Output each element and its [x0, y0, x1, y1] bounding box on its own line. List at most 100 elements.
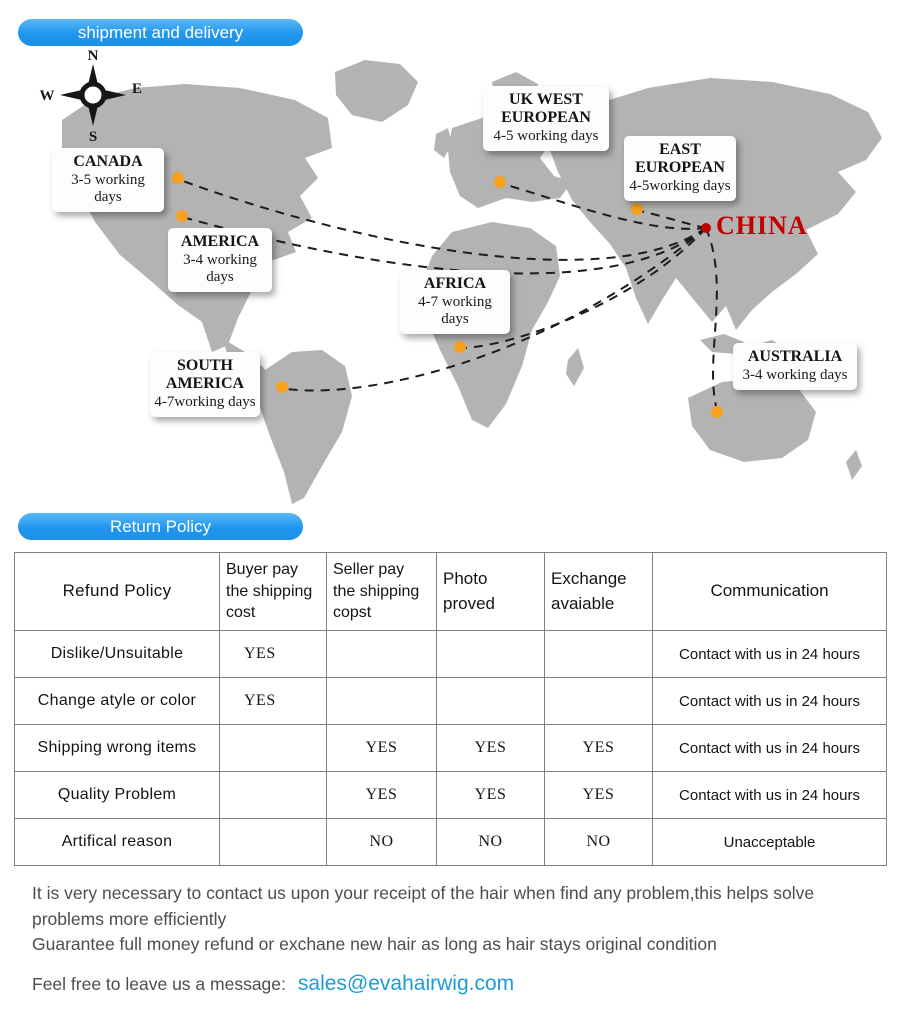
compass-ring [79, 81, 107, 109]
table-cell: Dislike/Unsuitable [14, 630, 220, 678]
footer-note-contact: It is very necessary to contact us upon … [32, 883, 815, 930]
table-row: Dislike/Unsuitable YES Contact with us i… [14, 630, 887, 678]
dot-china [701, 223, 711, 233]
table-cell [436, 677, 545, 725]
location-name: CANADA [73, 153, 143, 170]
compass-letter-n: N [88, 48, 99, 64]
route-china-africa [462, 227, 707, 349]
table-row: Artifical reason NO NO NO Unacceptable [14, 818, 887, 866]
continent-uk-island [434, 128, 452, 158]
route-china-canada [182, 180, 707, 261]
table-cell: YES [436, 724, 545, 772]
location-name: SOUTH AMERICA [165, 357, 245, 392]
dot-uk-west-european [494, 176, 506, 188]
return-policy-banner: Return Policy [18, 513, 303, 540]
footer-note-guarantee: Guarantee full money refund or exchane n… [32, 934, 717, 954]
island-madagascar [566, 348, 584, 386]
island-japan [800, 172, 820, 204]
compass-letter-s: S [89, 129, 97, 145]
china-label: CHINA [716, 211, 808, 240]
table-cell: YES [544, 771, 653, 819]
return-policy-table: Refund Policy Buyer pay the shipping cos… [14, 552, 887, 866]
message-label: Feel free to leave us a message: [32, 974, 286, 994]
header-exchange-available: Exchange avaiable [544, 552, 653, 631]
header-refund-policy: Refund Policy [14, 552, 220, 631]
header-buyer-pay: Buyer pay the shipping cost [219, 552, 327, 631]
table-row: Quality Problem YES YES YES Contact with… [14, 771, 887, 819]
shipping-routes [182, 180, 718, 407]
shipment-delivery-banner: shipment and delivery [18, 19, 303, 46]
location-days: 4-5working days [629, 177, 731, 194]
table-header-row: Refund Policy Buyer pay the shipping cos… [14, 552, 887, 631]
map-label-east-european: EAST EUROPEAN 4-5working days [624, 136, 736, 202]
dot-south-america [276, 381, 288, 393]
location-days: 4-5 working days [493, 127, 599, 144]
location-days: 3-4 working days [183, 251, 257, 286]
table-cell: YES [544, 724, 653, 772]
dot-australia [711, 406, 723, 418]
table-cell: Contact with us in 24 hours [652, 724, 887, 772]
header-communication: Communication [652, 552, 887, 631]
table-cell: Artifical reason [14, 818, 220, 866]
location-name: AMERICA [180, 233, 260, 250]
world-map: N S W E [40, 48, 882, 504]
map-label-africa: AFRICA 4-7 working days [400, 270, 510, 335]
table-cell [544, 677, 653, 725]
route-china-south-america [285, 227, 707, 392]
dot-east-european [631, 203, 643, 215]
island-new-zealand [846, 450, 862, 480]
route-china-australia [705, 227, 718, 407]
compass-rose: N S W E [40, 48, 143, 145]
continent-south-america [254, 350, 352, 504]
map-label-canada: CANADA 3-5 working days [52, 148, 164, 213]
table-cell: NO [544, 818, 653, 866]
table-cell [219, 771, 327, 819]
contact-email-link[interactable]: sales@evahairwig.com [297, 972, 515, 995]
header-photo-proved: Photo proved [436, 552, 545, 631]
location-name: UK WEST EUROPEAN [501, 91, 591, 126]
table-cell: YES [436, 771, 545, 819]
table-cell [326, 677, 437, 725]
table-cell: Contact with us in 24 hours [652, 771, 887, 819]
compass-letter-e: E [132, 81, 142, 97]
location-days: 3-4 working days [742, 366, 848, 383]
table-cell [544, 630, 653, 678]
location-name: AUSTRALIA [747, 348, 843, 365]
dot-canada [172, 172, 184, 184]
map-label-south-america: SOUTH AMERICA 4-7working days [150, 352, 260, 418]
continent-north-america [62, 84, 332, 352]
continent-australia [688, 378, 816, 462]
table-row: Shipping wrong items YES YES YES Contact… [14, 724, 887, 772]
table-cell: YES [326, 771, 437, 819]
location-days: 3-5 working days [71, 171, 145, 206]
table-cell [219, 818, 327, 866]
table-cell: Unacceptable [652, 818, 887, 866]
table-cell: Contact with us in 24 hours [652, 677, 887, 725]
table-cell [436, 630, 545, 678]
location-days: 4-7 working days [418, 293, 492, 328]
table-row: Change atyle or color YES Contact with u… [14, 677, 887, 725]
map-label-australia: AUSTRALIA 3-4 working days [733, 343, 857, 391]
table-cell: Shipping wrong items [14, 724, 220, 772]
location-name: EAST EUROPEAN [635, 141, 725, 176]
route-china-uk [502, 183, 707, 230]
table-cell: Contact with us in 24 hours [652, 630, 887, 678]
dot-america [176, 210, 188, 222]
location-days: 4-7working days [154, 393, 256, 410]
table-cell [326, 630, 437, 678]
continent-greenland [335, 60, 418, 122]
map-label-america: AMERICA 3-4 working days [168, 228, 272, 293]
table-cell: YES [219, 677, 327, 725]
destination-dots [172, 172, 723, 418]
table-cell: Quality Problem [14, 771, 220, 819]
route-china-east-europe [639, 210, 707, 229]
table-cell: Change atyle or color [14, 677, 220, 725]
table-cell: YES [219, 630, 327, 678]
location-name: AFRICA [423, 275, 487, 292]
dot-africa [454, 341, 466, 353]
table-cell: NO [326, 818, 437, 866]
map-label-uk-west-european: UK WEST EUROPEAN 4-5 working days [483, 86, 609, 152]
table-cell: YES [326, 724, 437, 772]
compass-letter-w: W [40, 88, 55, 104]
table-cell [219, 724, 327, 772]
